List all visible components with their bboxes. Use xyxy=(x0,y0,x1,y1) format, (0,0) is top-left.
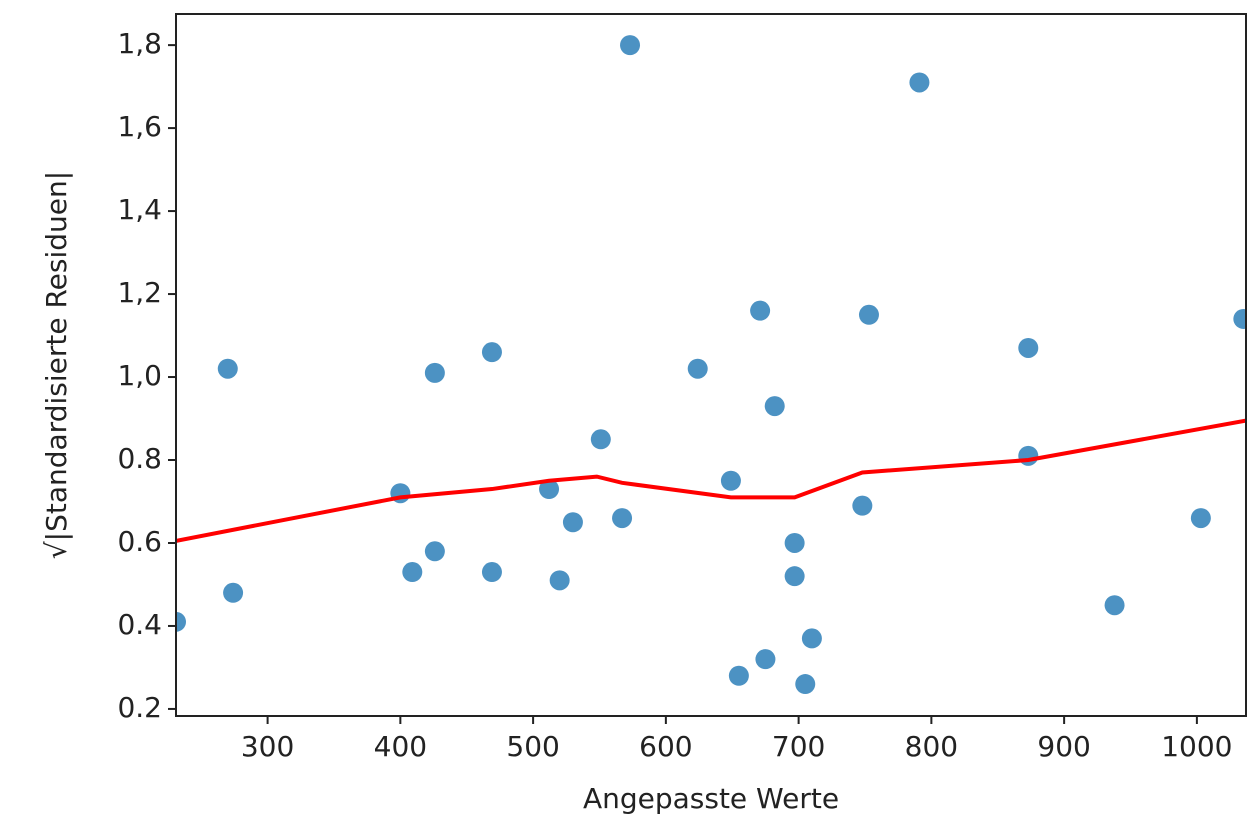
point xyxy=(620,35,641,56)
point xyxy=(755,649,776,670)
point xyxy=(909,72,930,93)
point xyxy=(562,512,583,533)
x-tick-label: 800 xyxy=(905,730,958,763)
point xyxy=(1233,308,1246,329)
point xyxy=(764,396,785,417)
y-tick-label: 1,8 xyxy=(117,27,162,60)
y-tick-label: 1,6 xyxy=(117,110,162,143)
point xyxy=(549,570,570,591)
point xyxy=(1018,337,1039,358)
point xyxy=(858,304,879,325)
point xyxy=(481,342,502,363)
point xyxy=(784,566,805,587)
y-tick-label: 0.2 xyxy=(117,691,162,724)
x-tick-label: 600 xyxy=(639,730,692,763)
point xyxy=(852,495,873,516)
point xyxy=(176,611,186,632)
x-tick-label: 500 xyxy=(506,730,559,763)
point xyxy=(1190,508,1211,529)
point xyxy=(801,628,822,649)
x-tick-label: 300 xyxy=(241,730,294,763)
point xyxy=(750,300,771,321)
point xyxy=(1104,595,1125,616)
point xyxy=(223,582,244,603)
y-tick-label: 1,0 xyxy=(117,359,162,392)
x-axis-label: Angepasste Werte xyxy=(583,782,839,815)
point xyxy=(402,562,423,583)
point xyxy=(720,470,741,491)
point xyxy=(481,562,502,583)
x-tick-label: 900 xyxy=(1037,730,1090,763)
y-axis-label: √|Standardisierte Residuen| xyxy=(40,171,73,559)
point xyxy=(795,674,816,695)
point xyxy=(612,508,633,529)
x-tick-label: 700 xyxy=(772,730,825,763)
point xyxy=(590,429,611,450)
point xyxy=(424,541,445,562)
point xyxy=(1018,445,1039,466)
plot-frame xyxy=(175,13,1247,717)
trend-line xyxy=(176,418,1246,543)
point xyxy=(728,665,749,686)
y-tick-label: 1,2 xyxy=(117,276,162,309)
y-tick-label: 0.8 xyxy=(117,442,162,475)
point xyxy=(687,358,708,379)
point xyxy=(217,358,238,379)
y-tick-label: 0.6 xyxy=(117,525,162,558)
point xyxy=(424,362,445,383)
point xyxy=(784,532,805,553)
x-tick-label: 400 xyxy=(374,730,427,763)
y-tick-label: 0.4 xyxy=(117,608,162,641)
y-tick-label: 1,4 xyxy=(117,193,162,226)
point xyxy=(539,479,560,500)
x-tick-label: 1000 xyxy=(1161,730,1232,763)
